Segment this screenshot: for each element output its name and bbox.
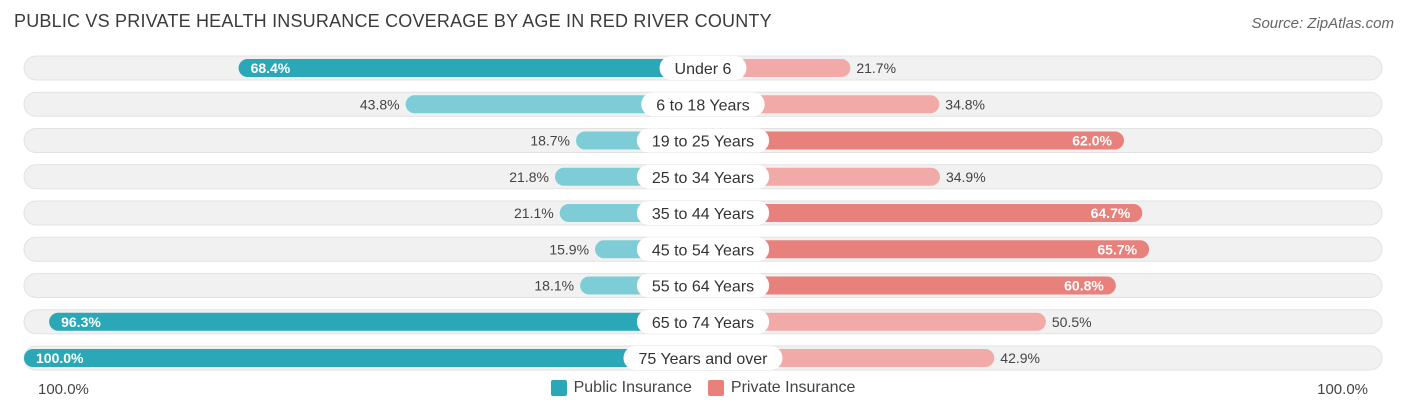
private-value-label: 64.7%	[1091, 205, 1131, 221]
private-value-label: 50.5%	[1052, 314, 1092, 330]
private-value-label: 34.8%	[945, 96, 985, 112]
public-bar	[49, 312, 704, 331]
category-label: Under 6	[675, 61, 732, 78]
public-value-label: 18.1%	[534, 278, 574, 294]
category-pill	[636, 201, 770, 225]
public-value-label: 18.7%	[530, 133, 570, 149]
private-bar	[703, 312, 1046, 331]
legend-swatch-private	[707, 380, 724, 396]
legend-label-public: Public Insurance	[573, 379, 692, 396]
private-value-label: 34.9%	[946, 169, 986, 185]
private-value-label: 60.8%	[1064, 278, 1104, 294]
category-label: 19 to 25 Years	[652, 134, 754, 151]
private-value-label: 65.7%	[1097, 241, 1137, 257]
legend: Public Insurance Private Insurance	[0, 379, 1406, 397]
private-value-label: 62.0%	[1072, 133, 1112, 149]
public-value-label: 68.4%	[251, 60, 291, 76]
public-value-label: 100.0%	[36, 350, 84, 366]
legend-item-public[interactable]: Public Insurance	[550, 379, 692, 397]
legend-item-private[interactable]: Private Insurance	[707, 379, 856, 397]
private-bar	[703, 204, 1143, 222]
public-bar	[24, 349, 703, 367]
legend-swatch-public	[550, 380, 567, 396]
category-label: 6 to 18 Years	[656, 97, 749, 114]
axis-left-label: 100.0%	[38, 381, 89, 398]
category-label: 65 to 74 Years	[652, 315, 754, 332]
chart-title: PUBLIC VS PRIVATE HEALTH INSURANCE COVER…	[14, 11, 772, 31]
category-pill	[659, 56, 747, 80]
category-label: 25 to 34 Years	[652, 170, 754, 187]
private-value-label: 21.7%	[856, 60, 896, 76]
private-bar	[703, 131, 1124, 150]
private-value-label: 42.9%	[1000, 350, 1040, 366]
source-credit: Source: ZipAtlas.com	[1251, 15, 1394, 32]
axis-right-label: 100.0%	[1317, 381, 1368, 398]
category-pill	[636, 237, 770, 262]
category-label: 55 to 64 Years	[652, 279, 754, 296]
legend-label-private: Private Insurance	[730, 379, 856, 396]
category-pill	[636, 128, 770, 153]
category-label: 45 to 54 Years	[652, 242, 754, 259]
private-bar	[703, 240, 1150, 259]
public-value-label: 15.9%	[549, 241, 589, 257]
category-pill	[641, 92, 765, 117]
public-value-label: 96.3%	[61, 314, 101, 330]
public-value-label: 21.8%	[509, 169, 549, 185]
category-pill	[636, 309, 770, 334]
category-pill	[636, 273, 770, 298]
category-label: 75 Years and over	[639, 351, 769, 368]
category-pill	[636, 164, 770, 189]
public-bar	[238, 59, 703, 77]
public-value-label: 43.8%	[360, 96, 400, 112]
category-pill	[623, 346, 783, 370]
public-bar	[405, 95, 703, 114]
public-value-label: 21.1%	[514, 205, 554, 221]
category-label: 35 to 44 Years	[652, 206, 754, 223]
private-bar	[703, 276, 1116, 295]
